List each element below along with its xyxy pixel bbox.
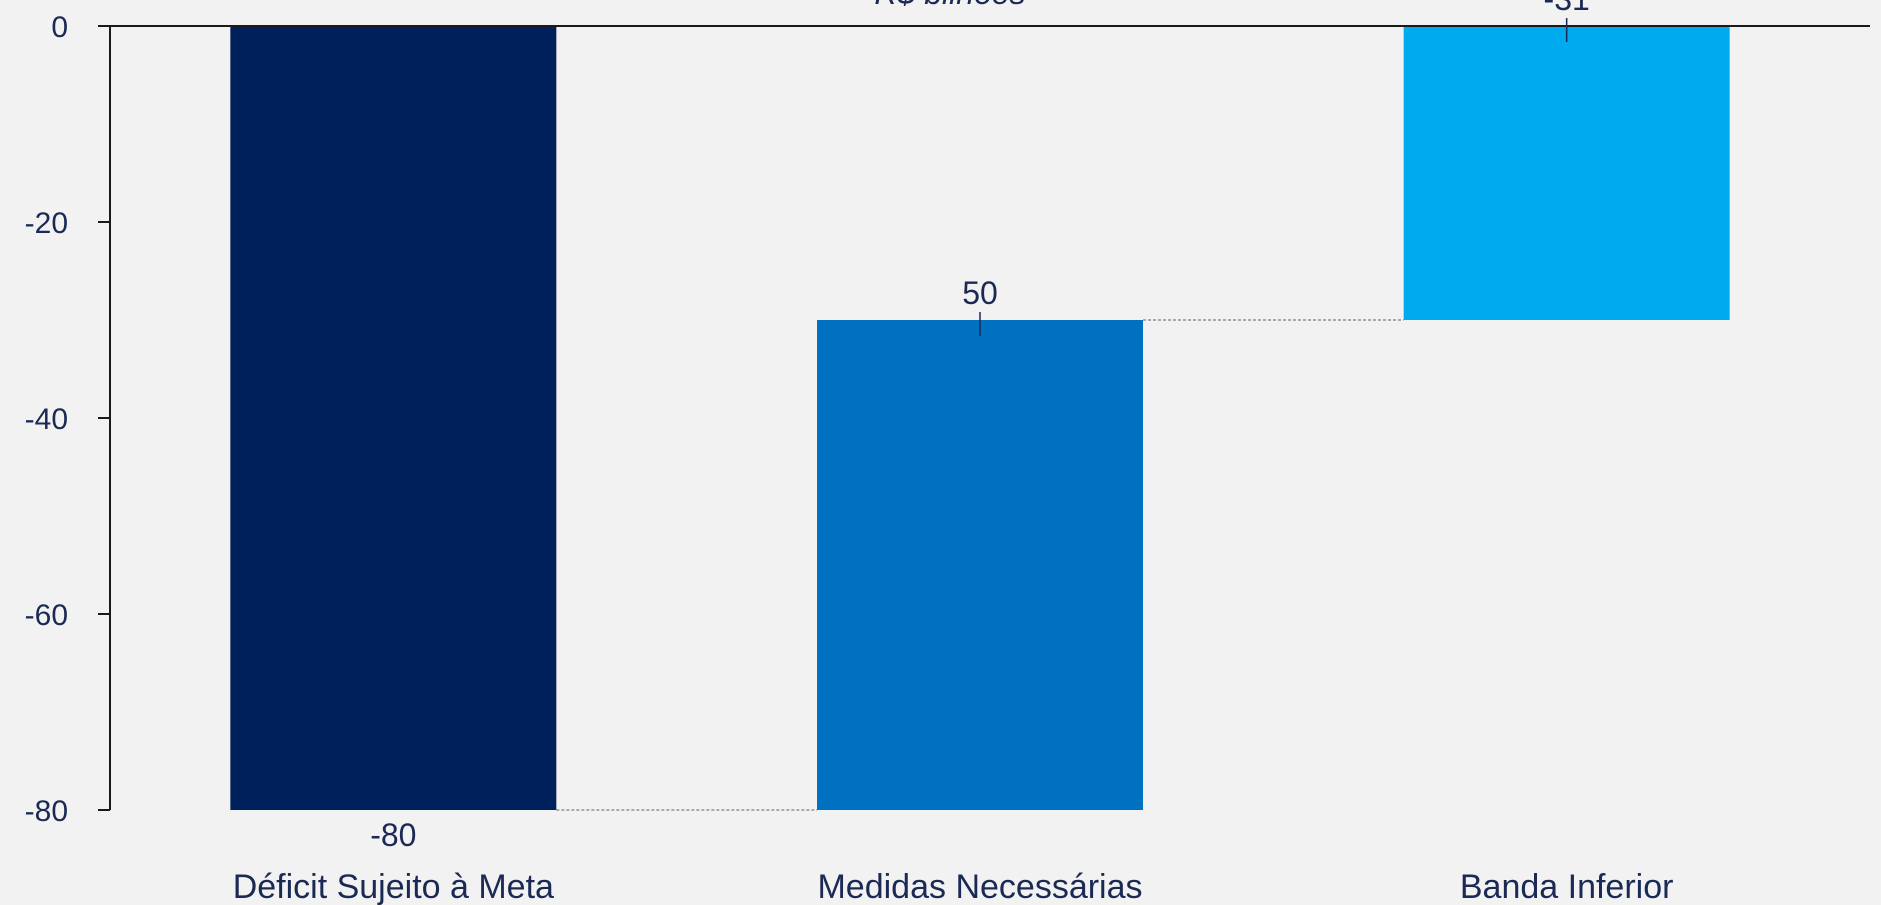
data-label: 50: [962, 275, 998, 311]
bar-2: [1403, 26, 1730, 320]
y-tick-label: 0: [51, 11, 68, 44]
category-label: Déficit Sujeito à Meta: [233, 868, 554, 905]
bar-1: [817, 320, 1143, 810]
axes: 0 -20 -40 -60 -80 Déficit Sujeito à Meta Medid…: [25, 11, 1870, 905]
data-label: -31: [1544, 0, 1590, 17]
category-label: Banda Inferior: [1460, 868, 1674, 905]
bars: [230, 26, 1730, 810]
data-labels: -80 50 -31: [370, 0, 1590, 853]
bar-0: [230, 26, 557, 810]
y-tick-label: -60: [25, 599, 68, 632]
chart-title: R$ bilhões: [874, 0, 1025, 11]
y-tick-label: -80: [25, 795, 68, 828]
category-label: Medidas Necessárias: [817, 868, 1142, 905]
y-tick-label: -40: [25, 403, 68, 436]
connector-lines: [556, 319, 1404, 811]
data-label: -80: [370, 817, 416, 853]
y-tick-label: -20: [25, 207, 68, 240]
